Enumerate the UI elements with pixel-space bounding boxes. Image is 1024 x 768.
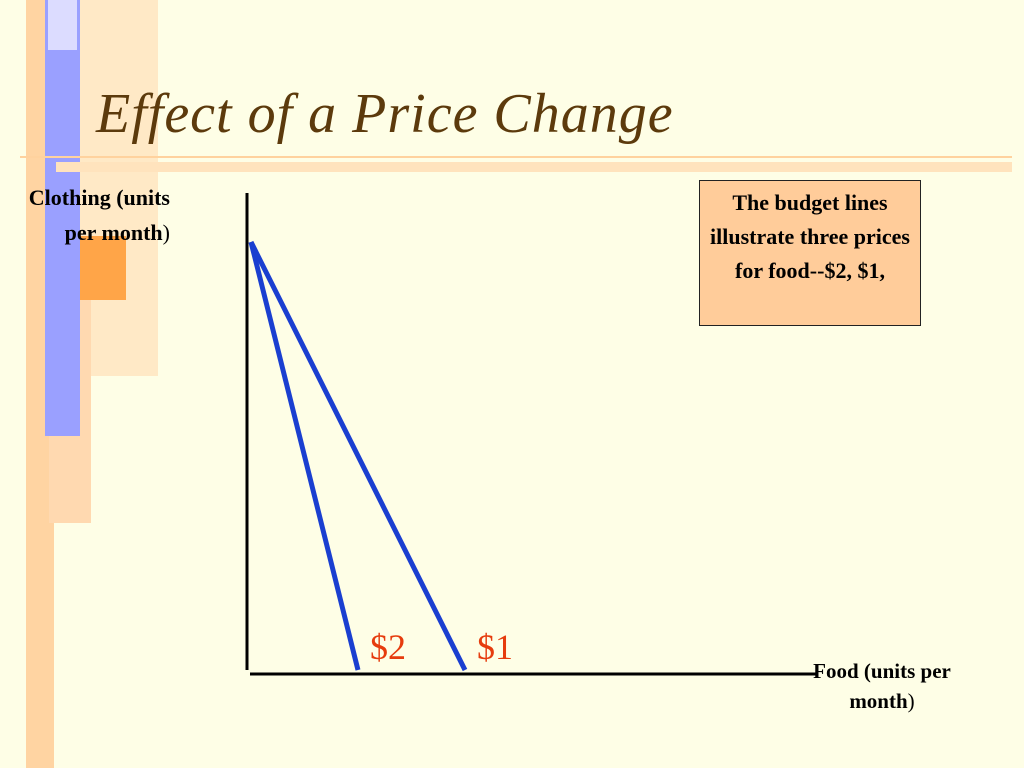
slide-title: Effect of a Price Change (96, 83, 674, 145)
decor-bar-6 (48, 0, 77, 50)
x-axis-label-close: ) (907, 689, 915, 713)
x-axis-label: Food (units per month) (808, 656, 956, 716)
budget-line-2 (248, 240, 468, 672)
budget-line-1 (248, 241, 361, 671)
y-axis-label: Clothing (units per month) (28, 180, 170, 250)
series-label-1: $2 (370, 627, 406, 667)
decor-bar-5 (45, 0, 80, 436)
y-axis-label-close: ) (162, 220, 170, 245)
annotation-box: The budget lines illustrate three prices… (699, 180, 921, 326)
series-layer: $2 $1 (248, 240, 513, 672)
y-axis-label-text: Clothing (units per month (28, 185, 170, 245)
series-label-2: $1 (477, 627, 513, 667)
x-axis-label-text: Food (units per month (813, 659, 951, 713)
title-rule-shadow (56, 162, 1012, 172)
title-rule (20, 156, 1012, 158)
